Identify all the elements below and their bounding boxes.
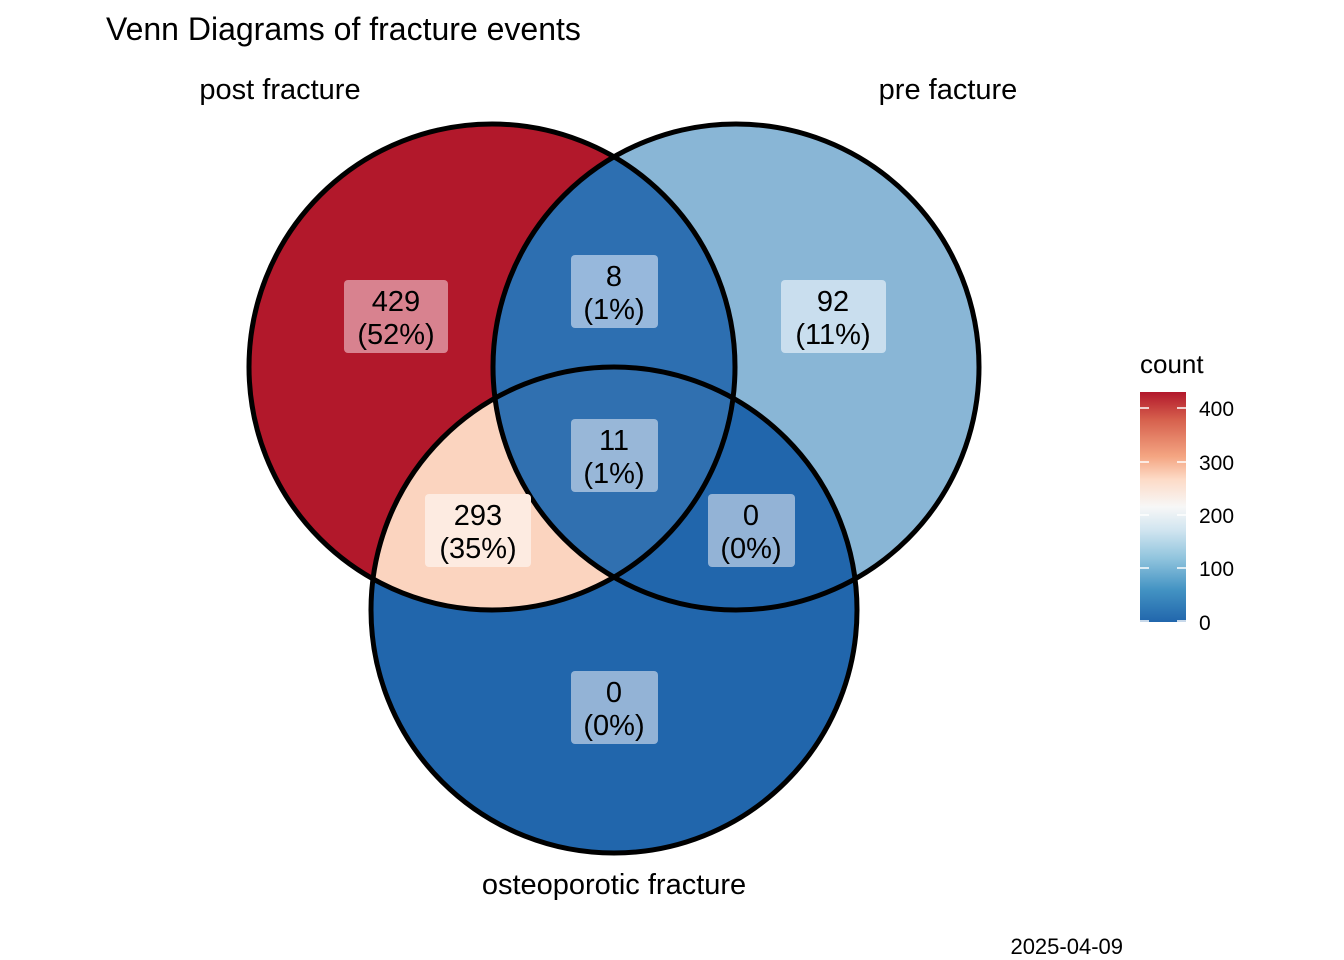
- legend-title: count: [1140, 349, 1204, 379]
- region-count: 92: [817, 286, 849, 318]
- label-all-three: 11 (1%): [571, 419, 658, 492]
- region-percent: (0%): [720, 533, 781, 565]
- region-percent: (0%): [583, 710, 644, 742]
- set-label-post: post fracture: [199, 74, 360, 106]
- label-pre-osteo: 0 (0%): [708, 494, 795, 567]
- date-caption: 2025-04-09: [1010, 934, 1123, 959]
- region-percent: (1%): [583, 294, 644, 326]
- circle-pre-outline: [490, 121, 982, 613]
- region-count: 11: [599, 425, 629, 457]
- legend-tick-label: 300: [1199, 452, 1234, 475]
- region-percent: (52%): [357, 319, 434, 351]
- label-box: [571, 255, 658, 328]
- legend-colorbar: [1140, 392, 1186, 622]
- label-box: [571, 419, 658, 492]
- label-post-only: 429 (52%): [344, 280, 448, 353]
- legend-tick-marks: [1140, 407, 1186, 622]
- label-osteo-only: 0 (0%): [571, 671, 658, 744]
- label-box: [425, 494, 531, 567]
- region-count: 293: [454, 500, 502, 532]
- circle-osteo-outline: [368, 364, 860, 856]
- label-post-osteo: 293 (35%): [425, 494, 531, 567]
- legend: count 400 300 200 100 0: [1140, 349, 1234, 635]
- legend-tick-label: 100: [1199, 558, 1234, 581]
- region-percent: (35%): [439, 533, 516, 565]
- region-count: 0: [743, 500, 759, 532]
- legend-tick-label: 200: [1199, 505, 1234, 528]
- set-label-pre: pre facture: [879, 74, 1018, 106]
- circle-post-outline: [246, 121, 738, 613]
- label-pre-only: 92 (11%): [781, 280, 886, 353]
- region-count: 0: [606, 677, 622, 709]
- set-label-osteo: osteoporotic fracture: [482, 869, 746, 901]
- label-box: [571, 671, 658, 744]
- label-box: [708, 494, 795, 567]
- label-post-pre: 8 (1%): [571, 255, 658, 328]
- region-post-osteo: [371, 367, 735, 610]
- region-count: 8: [606, 261, 622, 293]
- label-box: [344, 280, 448, 353]
- region-count: 429: [372, 286, 420, 318]
- chart-title: Venn Diagrams of fracture events: [106, 11, 581, 47]
- region-pre-osteo: [493, 367, 857, 610]
- region-percent: (11%): [795, 319, 870, 351]
- region-percent: (1%): [583, 458, 644, 490]
- legend-tick-label: 400: [1199, 398, 1234, 421]
- legend-tick-label: 0: [1199, 612, 1211, 635]
- label-box: [781, 280, 886, 353]
